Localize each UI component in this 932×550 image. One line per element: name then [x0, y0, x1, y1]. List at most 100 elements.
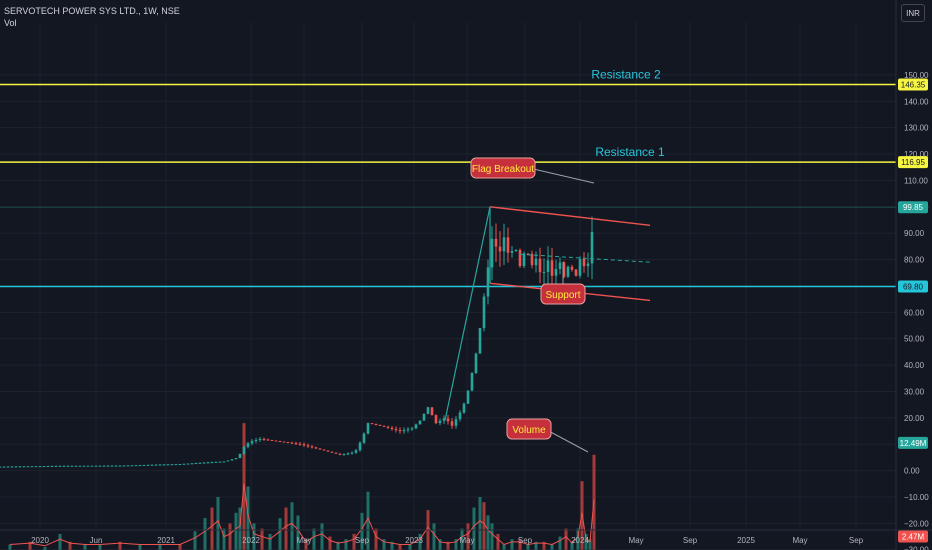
candle-body — [474, 353, 478, 373]
volume-bar — [228, 523, 232, 550]
volume-bar — [216, 496, 220, 550]
price-tag-text: 69.80 — [903, 282, 924, 291]
annotation-callout: Support — [540, 262, 586, 305]
candle-body — [534, 258, 538, 266]
annotations[interactable]: Flag Breakout Support Volume — [470, 157, 595, 453]
volume-bar — [418, 533, 422, 550]
volume-bar — [158, 544, 162, 550]
volume-bar — [490, 523, 494, 550]
volume-bar — [28, 541, 32, 550]
volume-bar — [478, 496, 482, 550]
candle-body — [454, 419, 458, 426]
candle-body — [386, 426, 390, 428]
volume-bar — [278, 518, 282, 550]
candle-body — [142, 464, 146, 466]
candle-body — [362, 433, 366, 443]
candle-body — [390, 427, 394, 429]
volume-bar — [534, 541, 538, 550]
candle-body — [262, 438, 266, 440]
candle-body — [286, 442, 290, 444]
candle-body — [438, 420, 442, 424]
flag-channel[interactable] — [444, 206, 651, 421]
candle-body — [166, 464, 170, 466]
candle-body — [66, 465, 70, 467]
volume-bar — [502, 544, 506, 550]
candle-body — [130, 465, 134, 467]
x-tick-label: May — [296, 536, 311, 545]
candle-body — [150, 464, 154, 466]
candle-body — [542, 271, 546, 273]
candle-body — [46, 466, 50, 468]
volume-bar — [542, 541, 546, 550]
volume-bar — [344, 539, 348, 550]
y-tick-label: 130.00 — [904, 124, 929, 133]
candle-body — [458, 412, 462, 420]
x-tick-label: 2025 — [737, 536, 755, 545]
symbol-title: SERVOTECH POWER SYS LTD., 1W, NSE — [4, 6, 180, 16]
candle-body — [246, 443, 250, 447]
candle-body — [270, 439, 274, 441]
x-tick-label: 2024 — [571, 536, 589, 545]
y-tick-label: 40.00 — [904, 361, 925, 370]
candle-body — [482, 296, 486, 329]
candle-body — [210, 462, 214, 464]
callout-text: Support — [545, 290, 580, 301]
volume-bar — [312, 528, 316, 550]
candle-body — [558, 262, 562, 269]
price-tag-text: 2.47M — [902, 533, 925, 542]
horizontal-levels[interactable]: Resistance 2 Resistance 1 — [0, 68, 896, 288]
volume-bar — [268, 533, 272, 550]
candle-body — [198, 462, 202, 464]
level-label: Resistance 1 — [595, 145, 665, 159]
price-tags: 146.35 116.95 69.80 99.85 12.49M 2.47M — [898, 78, 928, 543]
candle-body — [326, 450, 330, 452]
candle-body — [370, 423, 374, 425]
candle-body — [282, 441, 286, 443]
candle-body — [2, 466, 6, 468]
y-tick-label: 90.00 — [904, 229, 925, 238]
candle-body — [310, 446, 314, 448]
candle-body — [38, 466, 42, 468]
volume-bar — [510, 539, 514, 550]
time-axis[interactable]: 2020 Jun 2021 2022 May Sep 2023 May Sep 2024 May Se… — [0, 529, 932, 545]
candle-body — [226, 460, 230, 462]
price-tag-box — [898, 436, 928, 449]
y-tick-label: 60.00 — [904, 308, 925, 317]
candle-body — [398, 429, 402, 432]
candle-body — [110, 465, 114, 467]
volume-bar — [438, 539, 442, 550]
candle-body — [506, 237, 510, 253]
volume-bar — [432, 523, 436, 550]
volume-bar — [446, 541, 450, 550]
volume-bar — [118, 541, 122, 550]
volume-bar — [454, 539, 458, 550]
candle-body — [494, 238, 498, 247]
price-tag-text: 99.85 — [903, 203, 924, 212]
candle-body — [194, 463, 198, 465]
volume-bar — [193, 531, 197, 550]
x-tick-label: Sep — [518, 536, 533, 545]
volume-bar — [260, 528, 264, 550]
y-tick-label: −30.00 — [904, 546, 929, 550]
price-candles — [0, 216, 594, 468]
x-tick-label: Jun — [90, 536, 103, 545]
currency-button[interactable]: INR — [901, 4, 925, 22]
volume-bar — [550, 544, 554, 550]
candle-body — [162, 464, 166, 466]
candle-body — [14, 466, 18, 468]
candle-body — [254, 439, 258, 442]
volume-bar — [398, 544, 402, 550]
candle-body — [306, 445, 310, 447]
candle-body — [466, 390, 470, 404]
y-tick-label: 120.00 — [904, 150, 929, 159]
candle-body — [62, 465, 66, 467]
candle-body — [422, 413, 426, 421]
y-tick-label: 140.00 — [904, 97, 929, 106]
annotation-callout: Flag Breakout — [470, 157, 595, 184]
volume-bar — [234, 512, 238, 550]
candle-body — [134, 465, 138, 467]
volume-bar — [43, 547, 47, 550]
candle-body — [170, 464, 174, 466]
volume-bar — [460, 528, 464, 550]
